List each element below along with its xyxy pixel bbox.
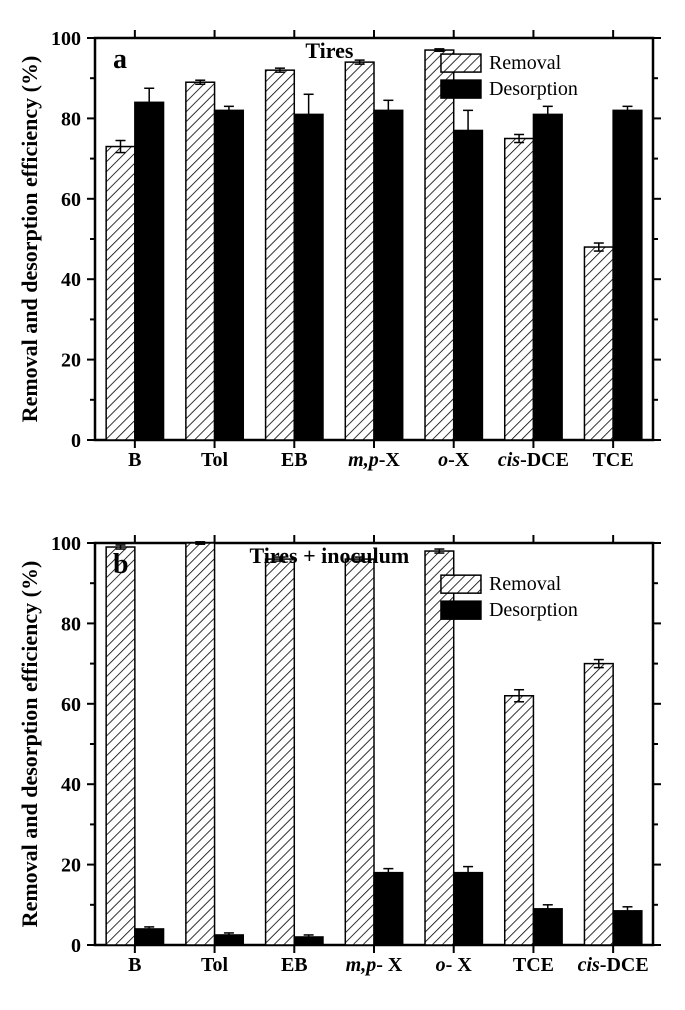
bar-removal [345,62,374,440]
bar-removal [106,547,135,945]
category-label: cis-DCE [498,449,569,471]
bar-removal [266,559,295,945]
ytick-label: 20 [61,350,81,372]
ytick-label: 100 [51,533,81,555]
chart-a-svg: 0 20 40 60 80 100 Removal and desorption effic… [10,20,665,490]
ytick-label: 80 [61,613,81,635]
category-label: B [128,449,141,471]
ytick-label: 0 [71,430,81,452]
bar-removal [505,139,534,441]
bar-desorption [454,130,483,440]
category-label: Tol [201,449,229,471]
bar-removal [505,696,534,945]
chart-a-plot: 0 20 40 60 80 100 Removal and desorption effic… [17,28,661,471]
ytick-label: 20 [61,855,81,877]
bar-removal [266,70,295,440]
category-label: B [128,954,141,976]
bar-removal [425,50,454,440]
category-label: m,p-X [348,449,400,471]
chart-panel-a: 0 20 40 60 80 100 Removal and desorption effic… [10,20,665,490]
ytick-label: 40 [61,774,81,796]
bar-removal [106,147,135,440]
ytick-label: 100 [51,28,81,50]
panel-title: Tires [305,38,354,63]
bar-removal [186,543,215,945]
bar-desorption [533,909,562,945]
category-label: cis-DCE [578,954,649,976]
category-label: m,p- X [346,954,403,976]
y-axis-label: Removal and desorption efficiency (%) [17,561,42,928]
legend-swatch [441,54,481,72]
category-label: TCE [513,954,554,976]
ytick-label: 60 [61,189,81,211]
ytick-label: 0 [71,935,81,957]
bar-desorption [533,114,562,440]
bar-desorption [613,110,642,440]
category-label: o-X [438,449,470,471]
chart-b-svg: 0 20 40 60 80 100 Removal and desorption effic… [10,525,665,995]
legend-label: Desorption [489,599,578,621]
bar-removal [584,247,613,440]
bar-removal [345,559,374,945]
bar-removal [584,664,613,945]
panel-letter: a [113,44,127,75]
category-label: TCE [593,449,634,471]
legend-label: Removal [489,573,562,595]
chart-b-plot: 0 20 40 60 80 100 Removal and desorption effic… [17,533,661,976]
category-label: o- X [436,954,473,976]
ytick-label: 60 [61,694,81,716]
ytick-label: 40 [61,269,81,291]
bar-desorption [294,114,323,440]
panel-letter: b [113,549,129,580]
bar-removal [186,82,215,440]
legend-swatch [441,80,481,98]
bar-desorption [374,873,403,945]
category-label: EB [281,449,308,471]
y-axis-label: Removal and desorption efficiency (%) [17,56,42,423]
bar-desorption [374,110,403,440]
bar-desorption [215,110,244,440]
panel-title: Tires + inoculum [250,543,410,568]
legend-swatch [441,575,481,593]
legend-label: Desorption [489,78,578,100]
legend-swatch [441,601,481,619]
category-label: EB [281,954,308,976]
category-label: Tol [201,954,229,976]
chart-panel-b: 0 20 40 60 80 100 Removal and desorption effic… [10,525,665,995]
ytick-label: 80 [61,108,81,130]
bar-desorption [454,873,483,945]
legend-label: Removal [489,52,562,74]
bar-desorption [613,911,642,945]
bar-desorption [135,102,164,440]
